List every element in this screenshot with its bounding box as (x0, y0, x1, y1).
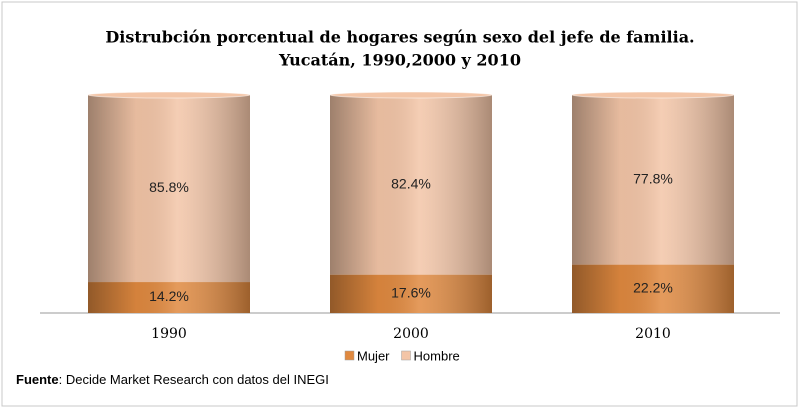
legend-label: Mujer (357, 348, 390, 363)
source: Fuente: Decide Market Research con datos… (16, 372, 329, 387)
bar-shade (88, 282, 250, 313)
x-tick-label: 1990 (151, 326, 187, 342)
legend-swatch (344, 350, 355, 361)
legend-swatch (401, 350, 411, 361)
bar-shade (88, 95, 250, 283)
data-label: 14.2% (149, 288, 189, 304)
bar-shade (572, 95, 734, 265)
bar-shade (330, 274, 492, 313)
data-label: 77.8% (633, 171, 673, 187)
chart-title: Yucatán, 1990,2000 y 2010 (278, 51, 521, 70)
chart-title: Distrubción porcentual de hogares según … (105, 28, 694, 47)
bar-cap (329, 91, 493, 99)
data-label: 82.4% (391, 176, 431, 192)
bar-shade (572, 264, 734, 313)
source-label: Fuente (16, 372, 59, 387)
bar-cap (571, 91, 735, 99)
bar-cap (87, 91, 251, 99)
x-tick-label: 2000 (393, 326, 429, 342)
legend-label: Hombre (414, 348, 460, 363)
data-label: 85.8% (149, 179, 189, 195)
x-tick-label: 2010 (635, 326, 671, 342)
source-text: : Decide Market Research con datos del I… (59, 372, 329, 387)
data-label: 22.2% (633, 280, 673, 296)
data-label: 17.6% (391, 285, 431, 301)
bar-shade (330, 95, 492, 275)
